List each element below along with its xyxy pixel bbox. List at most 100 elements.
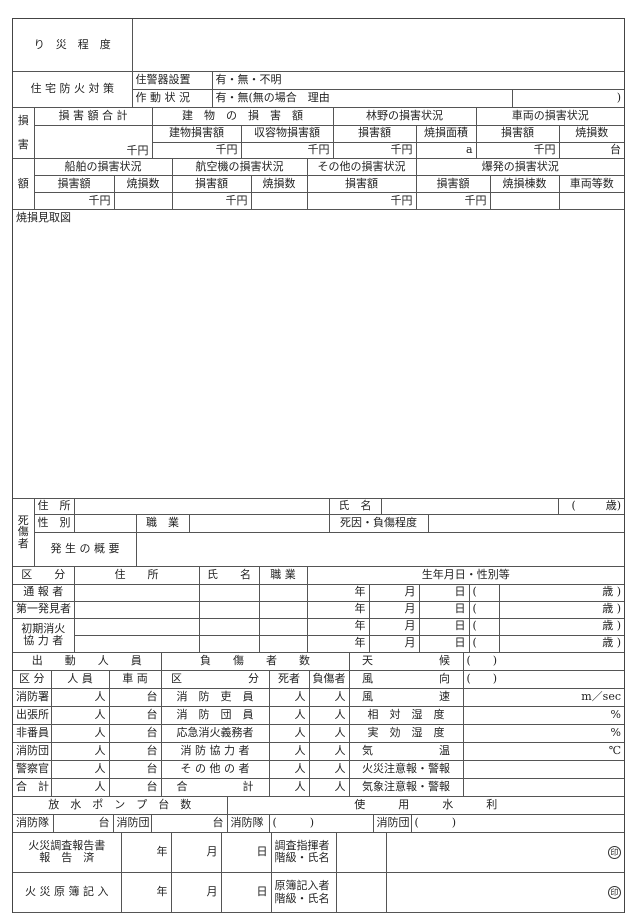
age-field[interactable]: 歳 ) xyxy=(498,600,624,619)
operation-options[interactable]: 有・無(無の場合 理由 xyxy=(211,89,513,108)
wind-direction-field[interactable]: ( ) xyxy=(462,669,624,689)
address-field[interactable] xyxy=(73,583,200,602)
name-field[interactable] xyxy=(198,600,260,619)
weather-item-field[interactable]: ℃ xyxy=(462,741,624,761)
month-field[interactable]: 月 xyxy=(368,583,420,602)
staff-field[interactable]: 人 xyxy=(50,705,110,725)
address-field[interactable] xyxy=(73,600,200,619)
injured-field[interactable]: 人 xyxy=(308,777,350,797)
staff-field[interactable]: 人 xyxy=(50,741,110,761)
day-field[interactable]: 日 xyxy=(418,600,470,619)
weather-field[interactable]: ( ) xyxy=(462,652,624,671)
explosion-vehicles-field[interactable] xyxy=(558,192,624,210)
ship-count-field[interactable] xyxy=(113,192,173,210)
commander-name-field[interactable]: 印 xyxy=(385,832,624,873)
name-field[interactable] xyxy=(198,583,260,602)
day-field[interactable]: 日 xyxy=(418,617,470,636)
recorder-rank-field[interactable] xyxy=(335,872,387,913)
ledger-year-field[interactable]: 年 xyxy=(120,872,172,913)
vehicle-field[interactable]: 台 xyxy=(108,687,162,707)
forest-area-field[interactable]: a xyxy=(415,141,477,159)
address-field[interactable] xyxy=(73,617,200,636)
other-amount-field[interactable]: 千円 xyxy=(306,192,417,210)
contents-dmg-field[interactable]: 千円 xyxy=(240,141,334,159)
report-year-field[interactable]: 年 xyxy=(120,832,172,873)
age-field[interactable]: 歳 ) xyxy=(498,617,624,636)
injured-field[interactable]: 人 xyxy=(308,741,350,761)
injured-field[interactable]: 人 xyxy=(308,705,350,725)
vehicle-field[interactable]: 台 xyxy=(108,723,162,743)
vehicle-field[interactable]: 台 xyxy=(108,759,162,779)
dead-field[interactable]: 人 xyxy=(268,705,310,725)
dead-field[interactable]: 人 xyxy=(268,777,310,797)
injured-field[interactable]: 人 xyxy=(308,759,350,779)
total-damage-field[interactable]: 千円 xyxy=(34,124,153,159)
staff-field[interactable]: 人 xyxy=(50,687,110,707)
building-dmg-field[interactable]: 千円 xyxy=(152,141,242,159)
address-field[interactable] xyxy=(74,634,200,653)
vehicle-count-field[interactable]: 台 xyxy=(558,141,624,159)
vehicle-field[interactable]: 台 xyxy=(108,705,162,725)
casualty-sex-field[interactable] xyxy=(73,514,137,533)
casualty-address-field[interactable] xyxy=(73,498,330,515)
name-field[interactable] xyxy=(198,634,260,653)
year-field[interactable]: 年 xyxy=(306,617,370,636)
explosion-amount-field[interactable]: 千円 xyxy=(415,192,491,210)
weather-item-field[interactable] xyxy=(462,777,624,797)
month-field[interactable]: 月 xyxy=(368,617,420,636)
ledger-month-field[interactable]: 月 xyxy=(170,872,222,913)
year-field[interactable]: 年 xyxy=(306,600,370,619)
aircraft-count-field[interactable] xyxy=(250,192,308,210)
dead-field[interactable]: 人 xyxy=(268,687,310,707)
dead-field[interactable]: 人 xyxy=(268,723,310,743)
injured-field[interactable]: 人 xyxy=(308,723,350,743)
day-field[interactable]: 日 xyxy=(418,634,470,653)
occupation-field[interactable] xyxy=(258,600,308,619)
month-field[interactable]: 月 xyxy=(368,600,420,619)
pump-fire-corps-field[interactable]: 台 xyxy=(150,813,228,833)
report-day-field[interactable]: 日 xyxy=(220,832,272,873)
age-field[interactable]: 歳 ) xyxy=(498,634,624,653)
water-fire-corps-field[interactable]: ( ) xyxy=(410,813,624,833)
age-field[interactable]: 歳 ) xyxy=(498,583,624,602)
ledger-day-field[interactable]: 日 xyxy=(220,872,272,913)
casualty-cause-field[interactable] xyxy=(427,514,624,533)
recorder-name-field[interactable]: 印 xyxy=(385,872,624,913)
occupation-field[interactable] xyxy=(258,583,308,602)
injured-field[interactable]: 人 xyxy=(308,687,350,707)
casualty-age-field[interactable]: (歳) xyxy=(557,498,624,515)
month-field[interactable]: 月 xyxy=(368,634,420,653)
occupation-field[interactable] xyxy=(258,634,308,653)
weather-item-field[interactable]: % xyxy=(462,723,624,743)
commander-rank-field[interactable] xyxy=(335,832,387,873)
report-month-field[interactable]: 月 xyxy=(170,832,222,873)
vehicle-field[interactable]: 台 xyxy=(108,777,162,797)
casualty-summary-field[interactable] xyxy=(135,532,624,567)
ship-amount-field[interactable]: 千円 xyxy=(34,192,115,210)
sketch-area[interactable]: 焼損見取図 xyxy=(13,210,624,499)
year-field[interactable]: 年 xyxy=(306,583,370,602)
day-field[interactable]: 日 xyxy=(418,583,470,602)
explosion-buildings-field[interactable] xyxy=(489,192,560,210)
vehicle-field[interactable]: 台 xyxy=(108,741,162,761)
forest-amount-field[interactable]: 千円 xyxy=(332,141,417,159)
disaster-degree-field[interactable] xyxy=(131,19,624,72)
weather-item-field[interactable] xyxy=(462,759,624,779)
staff-field[interactable]: 人 xyxy=(50,723,110,743)
aircraft-amount-field[interactable]: 千円 xyxy=(171,192,252,210)
name-field[interactable] xyxy=(198,617,260,636)
casualty-name-field[interactable] xyxy=(380,498,559,515)
staff-field[interactable]: 人 xyxy=(50,759,110,779)
vehicle-amount-field[interactable]: 千円 xyxy=(475,141,560,159)
dead-field[interactable]: 人 xyxy=(268,741,310,761)
occupation-field[interactable] xyxy=(258,617,308,636)
staff-field[interactable]: 人 xyxy=(50,777,110,797)
weather-item-field[interactable]: % xyxy=(462,705,624,725)
water-fire-dept-field[interactable]: ( ) xyxy=(268,813,374,833)
alarm-options[interactable]: 有・無・不明 xyxy=(211,71,624,90)
weather-item-field[interactable]: m／sec xyxy=(462,687,624,707)
casualty-occupation-field[interactable] xyxy=(188,514,330,533)
year-field[interactable]: 年 xyxy=(306,634,370,653)
dead-field[interactable]: 人 xyxy=(268,759,310,779)
pump-fire-dept-field[interactable]: 台 xyxy=(52,813,114,833)
